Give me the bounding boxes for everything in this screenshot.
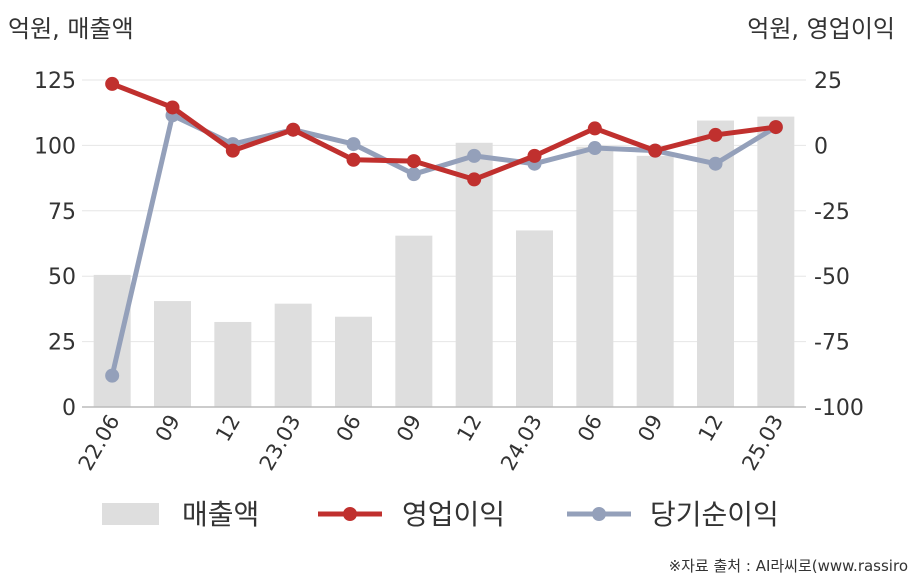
data-point (467, 148, 482, 163)
x-axis-ticks: 22.06 09 12 23.03 06 09 12 24.03 06 09 12 25.03 (74, 411, 789, 475)
left-tick-label: 125 (34, 69, 76, 94)
data-point (346, 152, 361, 167)
data-point (165, 100, 180, 115)
bar (636, 155, 674, 407)
left-axis-ticks: 0 25 50 75 100 125 (34, 69, 76, 421)
left-tick-label: 25 (48, 331, 76, 356)
gridlines (82, 79, 806, 343)
left-axis-title: 억원, 매출액 (8, 15, 134, 43)
x-tick-label: 12 (211, 411, 245, 446)
left-tick-label: 100 (34, 134, 76, 159)
series-net-income (105, 108, 783, 383)
x-tick-label: 06 (332, 411, 366, 446)
data-point (286, 122, 301, 137)
data-point (708, 156, 723, 171)
data-point (648, 143, 663, 158)
data-point (105, 76, 120, 91)
right-tick-label: -50 (814, 265, 850, 290)
legend-swatch-marker (343, 507, 357, 521)
x-tick-label: 22.06 (74, 411, 125, 475)
bar (154, 301, 191, 407)
bar (274, 303, 312, 407)
left-tick-label: 75 (48, 200, 76, 225)
x-tick-label: 12 (694, 411, 728, 446)
line-series (105, 76, 783, 383)
data-point (587, 121, 602, 136)
bar (455, 142, 493, 407)
x-tick-label: 09 (392, 411, 426, 446)
right-tick-label: 0 (814, 134, 828, 159)
x-tick-label: 25.03 (737, 411, 788, 475)
data-point (768, 120, 783, 135)
x-tick-label: 23.03 (255, 411, 306, 475)
left-tick-label: 0 (62, 396, 76, 421)
right-tick-label: -25 (814, 200, 850, 225)
x-tick-label: 09 (633, 411, 667, 446)
series-line (111, 81, 777, 182)
legend-label: 매출액 (182, 498, 259, 531)
right-axis-ticks: -100 -75 -50 -25 0 25 (814, 69, 864, 421)
data-point (225, 143, 240, 158)
legend: 매출액 영업이익 당기순이익 (102, 498, 779, 531)
bar (757, 116, 795, 408)
legend-swatch-marker (592, 507, 606, 521)
bar (576, 146, 614, 407)
data-point (406, 154, 421, 169)
data-point (406, 167, 421, 182)
right-tick-label: -100 (814, 396, 864, 421)
bar (516, 230, 553, 407)
source-note: ※자료 출처 : AI라씨로(www.rassiro (669, 557, 908, 575)
bar-series (93, 116, 795, 408)
series-line (109, 112, 778, 377)
right-axis-title: 억원, 영업이익 (747, 15, 895, 43)
data-point (346, 137, 361, 152)
x-tick-label: 09 (151, 411, 185, 446)
data-point (708, 127, 723, 142)
bar (93, 274, 131, 407)
data-point (467, 172, 482, 187)
legend-swatch-bar (102, 503, 159, 525)
data-point (105, 368, 120, 383)
bar (214, 321, 252, 407)
right-tick-label: 25 (814, 69, 842, 94)
bar (335, 316, 372, 407)
legend-label: 영업이익 (402, 498, 505, 531)
x-tick-label: 06 (573, 411, 607, 446)
x-tick-label: 12 (452, 411, 486, 446)
right-tick-label: -75 (814, 331, 850, 356)
data-point (587, 141, 602, 156)
series-operating-profit (105, 76, 783, 187)
data-point (527, 148, 542, 163)
legend-label: 당기순이익 (650, 498, 779, 531)
x-tick-label: 24.03 (496, 411, 547, 475)
left-tick-label: 50 (48, 265, 76, 290)
bar (395, 235, 433, 407)
